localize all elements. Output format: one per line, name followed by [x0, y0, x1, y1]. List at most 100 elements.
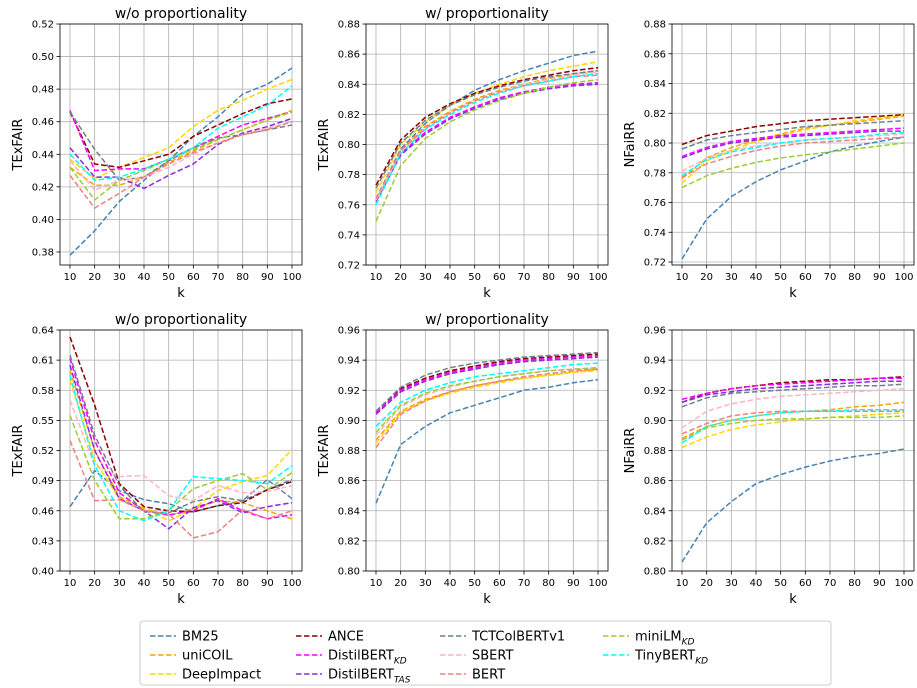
x-tick-label: 90: [873, 578, 886, 589]
legend-label-bm25: BM25: [182, 630, 219, 645]
y-tick-label: 0.61: [32, 356, 54, 367]
series-line-tinybert: [375, 72, 599, 206]
x-tick-label: 70: [212, 272, 225, 283]
series-line-distiltas: [681, 130, 904, 159]
series-line-deepimpact: [681, 412, 905, 449]
x-tick-label: 100: [894, 272, 913, 283]
series-line-minilm: [681, 142, 905, 189]
x-tick-label: 80: [848, 272, 861, 283]
legend: BM25 uniCOIL DeepImpact ANCE DistilBERTKDDis…: [139, 620, 832, 686]
y-tick-label: 0.52: [32, 20, 54, 31]
series-line-unicoil: [681, 115, 905, 180]
x-tick-label: 50: [162, 578, 175, 589]
x-axis-label: k: [177, 286, 185, 301]
x-tick-label: 20: [88, 272, 101, 283]
legend-label-deepimpact: DeepImpact: [182, 668, 261, 683]
series-line-ance: [69, 98, 293, 169]
y-tick-label: 0.86: [338, 50, 360, 61]
x-tick-label: 60: [799, 272, 812, 283]
chart-panel-2: 10 20 30 40 50 60 70 80 90 100 0.72 0.74 0.76 0.78 0.8…: [317, 6, 609, 301]
series-line-distiltas: [375, 356, 599, 415]
y-axis-label: NFaiRR: [623, 122, 638, 168]
x-tick-label: 80: [236, 272, 249, 283]
series-line-bm25: [69, 67, 293, 256]
x-tick-label: 40: [138, 272, 151, 283]
series-line-tctcol: [375, 69, 599, 189]
series-line-tctcol: [375, 351, 599, 412]
series-line-sbert: [69, 400, 293, 502]
y-tick-label: 0.94: [644, 356, 666, 367]
series-line-minilm: [375, 366, 599, 433]
series-line-deepimpact: [69, 379, 293, 522]
y-tick-label: 0.88: [644, 20, 666, 31]
x-tick-label: 90: [261, 272, 274, 283]
x-tick-label: 50: [162, 272, 175, 283]
legend-label-unicoil: uniCOIL: [182, 649, 233, 664]
y-tick-label: 0.40: [32, 215, 54, 226]
x-tick-label: 50: [774, 578, 787, 589]
x-tick-label: 20: [88, 578, 101, 589]
y-tick-label: 0.78: [644, 168, 666, 179]
series-line-bm25: [681, 448, 905, 563]
y-tick-label: 0.55: [32, 416, 54, 427]
x-tick-label: 10: [64, 272, 77, 283]
x-tick-label: 10: [64, 578, 77, 589]
x-tick-label: 40: [138, 578, 151, 589]
x-tick-label: 30: [113, 578, 126, 589]
chart-panel-6: 10 20 30 40 50 60 70 80 90 100 0.80 0.82 0.84 0.86 0.8…: [623, 326, 915, 607]
series-line-distilkd: [681, 127, 905, 158]
y-axis-label: NFaiRR: [623, 428, 638, 474]
y-tick-label: 0.90: [644, 416, 666, 427]
series-line-minilm: [69, 111, 293, 201]
x-tick-label: 20: [700, 272, 713, 283]
y-tick-label: 0.64: [32, 326, 54, 337]
chart-panel-4: 10 20 30 40 50 60 70 80 90 100 0.40 0.43 0.46 0.49 0.5…: [11, 312, 303, 607]
legend-label-tctcol: TCTColBERTv1: [471, 630, 565, 645]
x-tick-label: 50: [468, 272, 481, 283]
y-tick-label: 0.86: [338, 476, 360, 487]
y-tick-label: 0.86: [644, 49, 666, 60]
x-tick-label: 60: [187, 578, 200, 589]
y-tick-label: 0.49: [32, 476, 54, 487]
y-tick-label: 0.38: [32, 247, 54, 258]
x-axis-label: k: [789, 592, 797, 607]
x-tick-label: 80: [542, 272, 555, 283]
y-tick-label: 0.80: [644, 567, 666, 578]
series-line-ance: [375, 353, 599, 412]
legend-label-distilkd: DistilBERTKD: [328, 649, 407, 667]
series-line-distilkd: [681, 377, 904, 401]
y-tick-label: 0.74: [644, 228, 666, 239]
x-tick-label: 30: [725, 272, 738, 283]
x-tick-label: 50: [468, 578, 481, 589]
x-tick-label: 80: [542, 578, 555, 589]
y-tick-label: 0.84: [644, 506, 666, 517]
y-tick-label: 0.43: [32, 536, 54, 547]
series-line-minilm: [681, 415, 905, 441]
y-tick-label: 0.82: [644, 109, 666, 120]
x-tick-label: 20: [394, 578, 407, 589]
y-tick-label: 0.74: [338, 230, 360, 241]
x-tick-label: 80: [848, 578, 861, 589]
x-tick-label: 90: [567, 578, 580, 589]
x-tick-label: 60: [799, 578, 812, 589]
y-tick-label: 0.72: [338, 261, 360, 272]
y-tick-label: 0.92: [338, 386, 360, 397]
x-axis-label: k: [177, 592, 185, 607]
y-tick-label: 0.88: [338, 20, 360, 31]
x-axis-label: k: [483, 592, 491, 607]
series-line-bm25: [375, 50, 599, 200]
series-line-deepimpact: [375, 369, 599, 444]
series-line-tinybert: [69, 375, 293, 522]
legend-label-distiltas: DistilBERTTAS: [328, 668, 411, 686]
chart-title: w/o proportionality: [115, 6, 247, 22]
y-axis-label: TExFAIR: [317, 119, 332, 172]
x-tick-label: 70: [518, 272, 531, 283]
y-tick-label: 0.80: [338, 567, 360, 578]
x-tick-label: 20: [394, 272, 407, 283]
series-line-distilkd: [375, 81, 599, 201]
y-tick-label: 0.50: [32, 52, 54, 63]
series-line-deepimpact: [681, 113, 905, 184]
x-tick-label: 70: [212, 578, 225, 589]
series-line-tinybert: [69, 85, 293, 182]
x-tick-label: 10: [676, 578, 689, 589]
